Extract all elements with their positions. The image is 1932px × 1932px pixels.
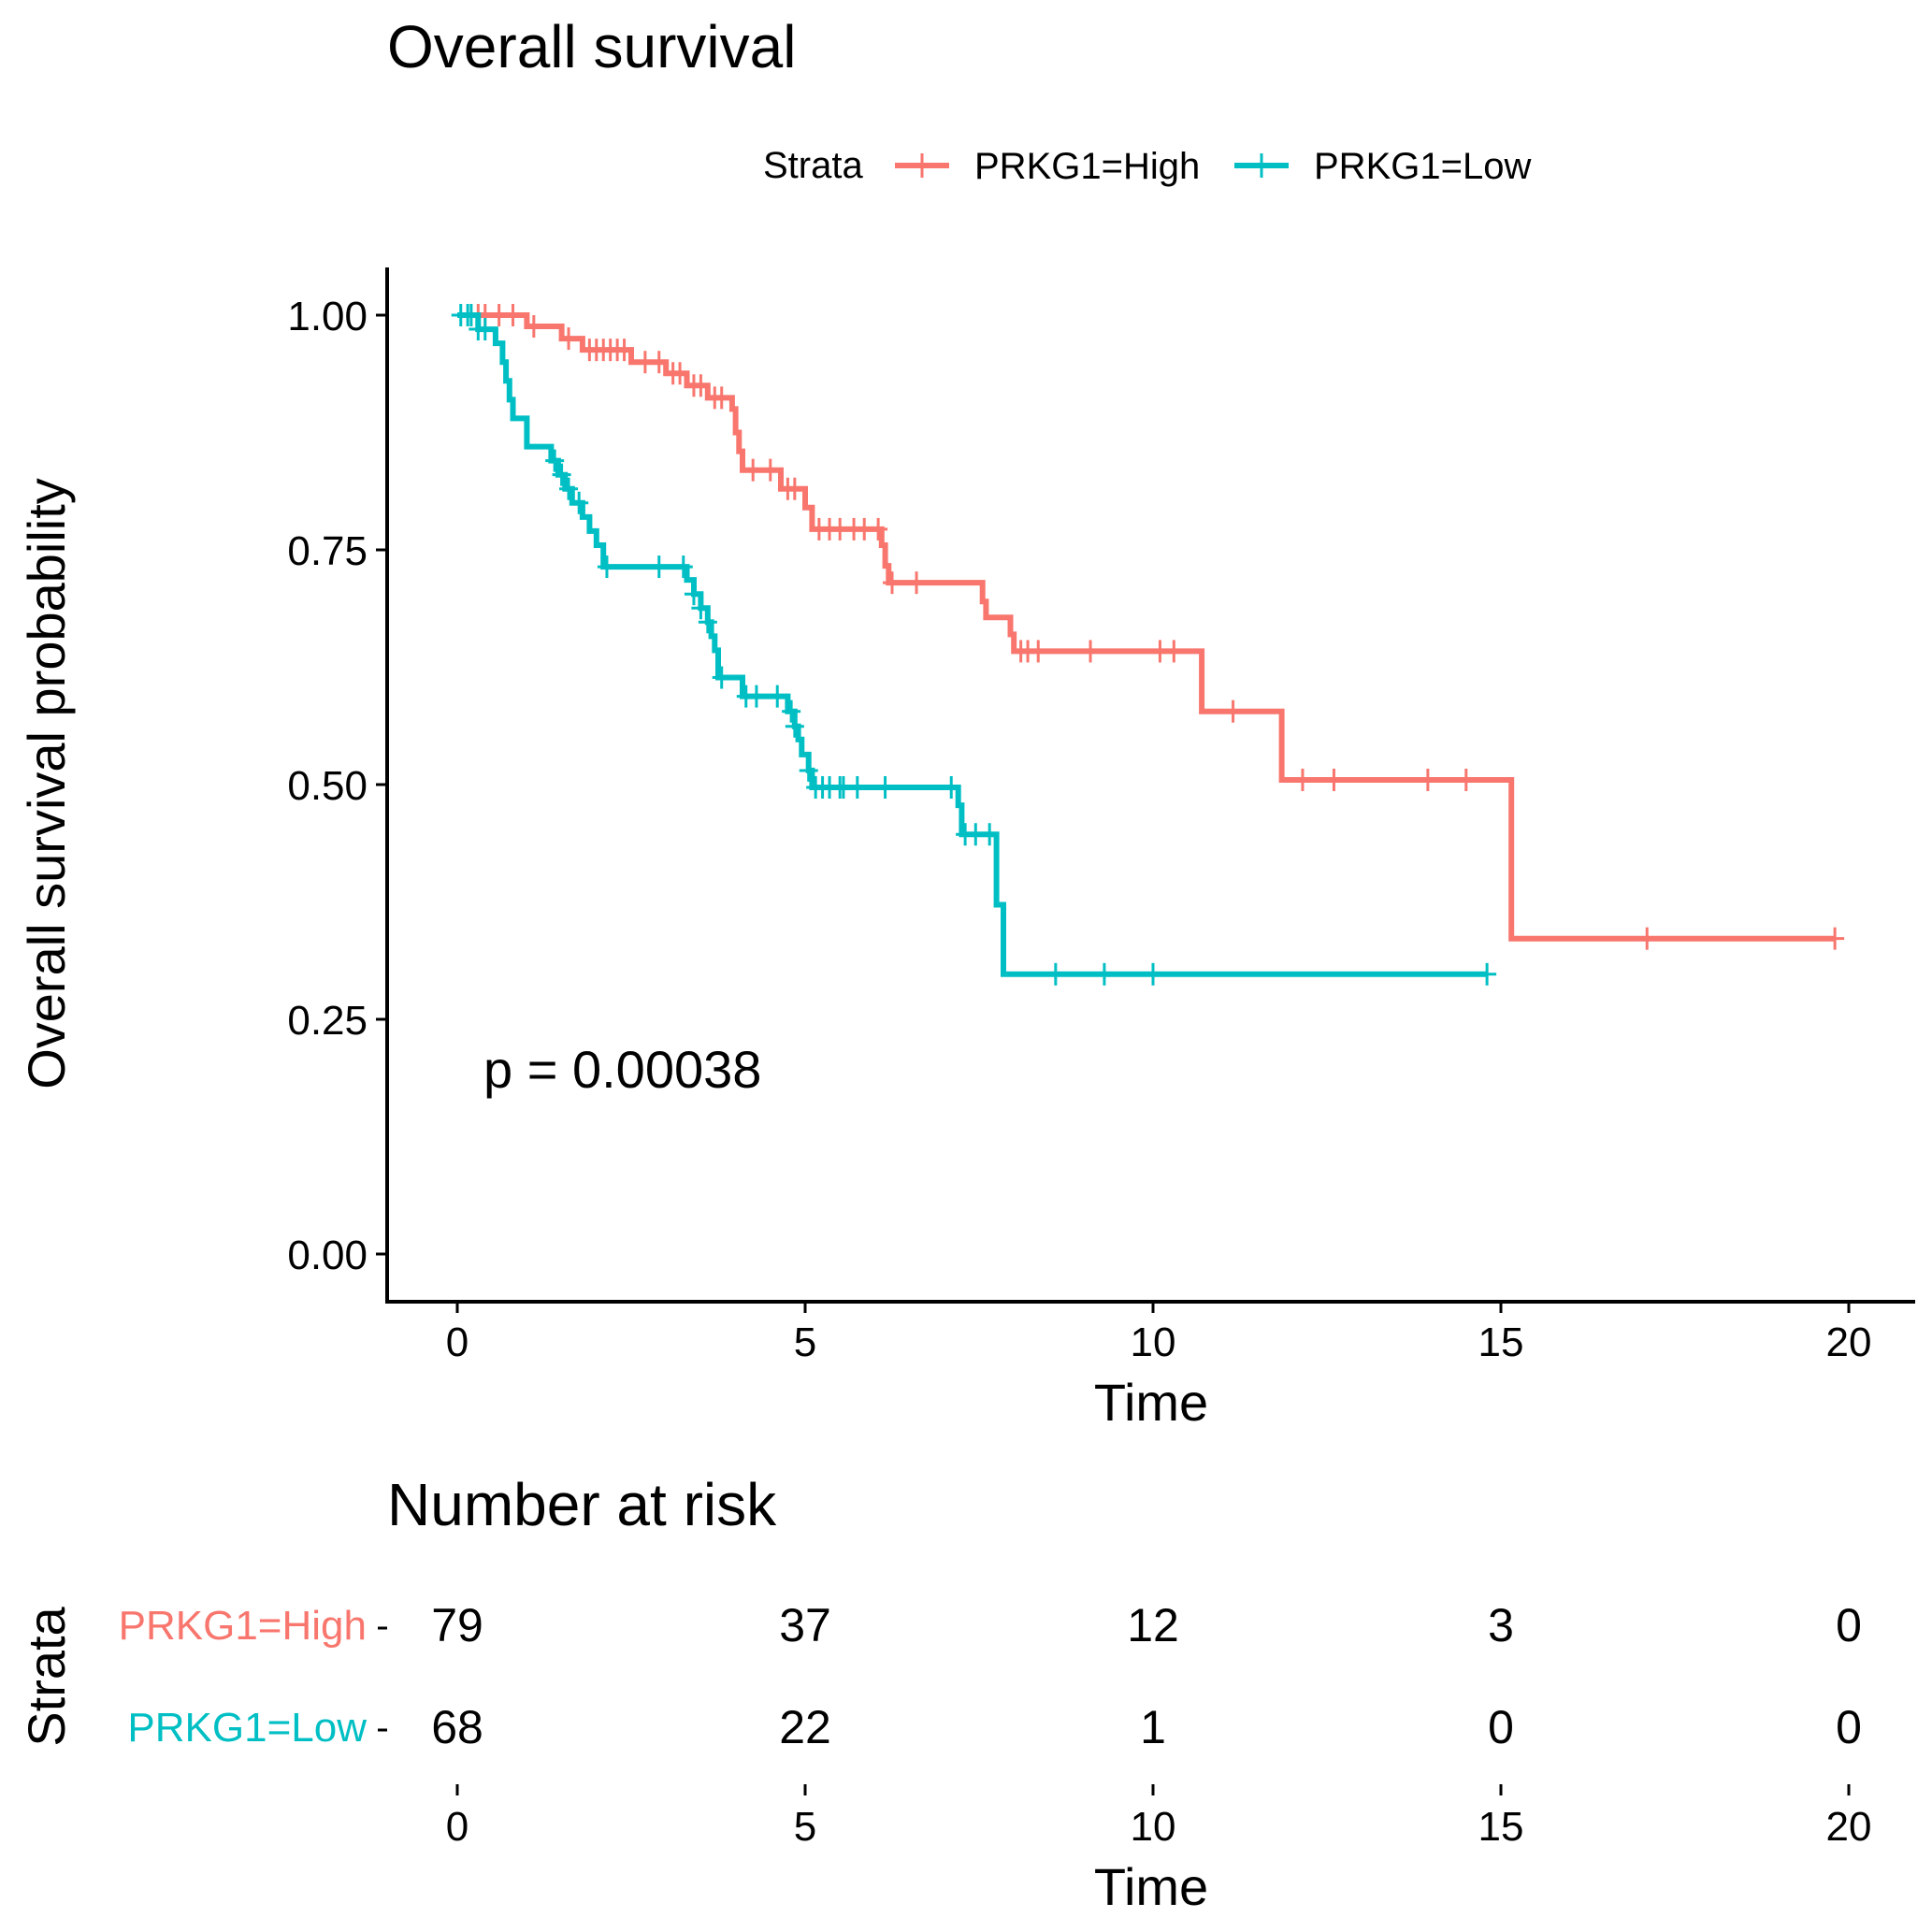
legend: Strata PRKG1=High PRKG1=Low <box>763 145 1531 187</box>
x-tick-label: 15 <box>1478 1319 1524 1365</box>
series-line-low <box>457 312 1488 977</box>
legend-label-low: PRKG1=Low <box>1314 146 1531 187</box>
y-tick-label: 1.00 <box>287 294 368 339</box>
survival-curves <box>451 304 1845 986</box>
legend-entry-low: PRKG1=Low <box>1234 146 1531 187</box>
risk-count-low: 0 <box>1488 1701 1514 1753</box>
y-tick-label: 0.75 <box>287 528 368 574</box>
x-ticks: 0 5 10 15 20 <box>446 1302 1872 1365</box>
legend-entry-high: PRKG1=High <box>895 146 1200 187</box>
y-ticks: 0.00 0.25 0.50 0.75 1.00 <box>287 294 387 1278</box>
x-tick-label: 5 <box>794 1319 816 1365</box>
risk-row-label-high: PRKG1=High <box>119 1603 367 1649</box>
series-line-high <box>457 312 1836 942</box>
p-value-annotation: p = 0.00038 <box>483 1040 761 1099</box>
risk-x-tick-label: 15 <box>1478 1804 1524 1850</box>
risk-x-tick-label: 0 <box>446 1804 469 1850</box>
chart-title: Overall survival <box>387 13 796 80</box>
risk-count-low: 0 <box>1836 1701 1862 1753</box>
y-tick-label: 0.25 <box>287 998 368 1044</box>
risk-count-low: 22 <box>779 1701 831 1753</box>
legend-label-high: PRKG1=High <box>974 146 1200 187</box>
risk-count-low: 1 <box>1140 1701 1166 1753</box>
x-axis-title: Time <box>1094 1373 1208 1432</box>
risk-count-high: 12 <box>1127 1599 1179 1651</box>
risk-x-tick-label: 10 <box>1131 1804 1176 1850</box>
plot-axes <box>385 267 1915 1304</box>
risk-table-title: Number at risk <box>387 1471 777 1538</box>
risk-count-high: 3 <box>1488 1599 1514 1651</box>
x-tick-label: 0 <box>446 1319 469 1365</box>
risk-count-low: 68 <box>431 1701 483 1753</box>
x-tick-label: 20 <box>1826 1319 1872 1365</box>
risk-x-tick-label: 20 <box>1826 1804 1872 1850</box>
risk-row-label-low: PRKG1=Low <box>127 1705 367 1751</box>
risk-x-tick-label: 5 <box>794 1804 816 1850</box>
legend-title: Strata <box>763 145 863 186</box>
y-axis-title: Overall survival probability <box>17 478 76 1089</box>
x-tick-label: 10 <box>1131 1319 1176 1365</box>
y-tick-label: 0.50 <box>287 763 368 809</box>
risk-table-y-title: Strata <box>17 1606 76 1746</box>
y-tick-label: 0.00 <box>287 1233 368 1278</box>
risk-table-x-title: Time <box>1094 1857 1208 1916</box>
risk-count-high: 37 <box>779 1599 831 1651</box>
risk-count-high: 79 <box>431 1599 483 1651</box>
risk-count-high: 0 <box>1836 1599 1862 1651</box>
